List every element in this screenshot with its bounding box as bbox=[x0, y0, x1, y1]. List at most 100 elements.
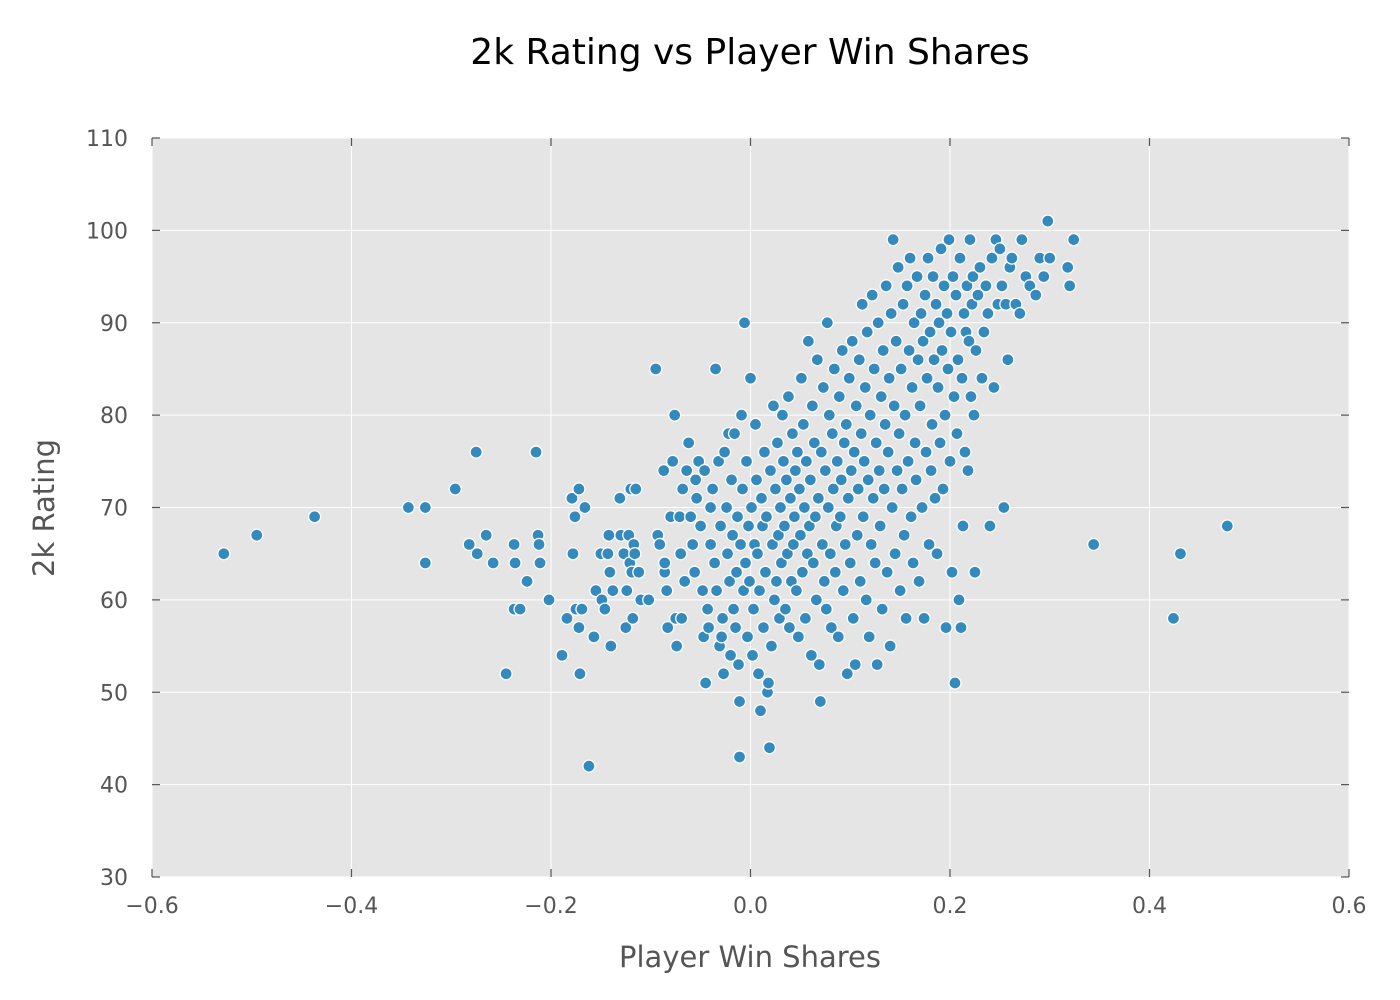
scatter-point bbox=[689, 566, 701, 578]
scatter-point bbox=[783, 622, 795, 634]
scatter-point bbox=[842, 492, 854, 504]
scatter-point bbox=[826, 428, 838, 440]
y-tick-label: 80 bbox=[100, 404, 128, 429]
scatter-point bbox=[514, 603, 526, 615]
scatter-point bbox=[722, 548, 734, 560]
scatter-point bbox=[718, 668, 730, 680]
scatter-point bbox=[817, 381, 829, 393]
scatter-point bbox=[901, 280, 913, 292]
scatter-point bbox=[621, 585, 633, 597]
scatter-point bbox=[745, 502, 757, 514]
scatter-point bbox=[824, 548, 836, 560]
scatter-point bbox=[752, 668, 764, 680]
scatter-point bbox=[881, 566, 893, 578]
scatter-point bbox=[734, 695, 746, 707]
scatter-point bbox=[883, 372, 895, 384]
scatter-point bbox=[687, 538, 699, 550]
scatter-point bbox=[902, 455, 914, 467]
scatter-point bbox=[878, 483, 890, 495]
scatter-point bbox=[965, 391, 977, 403]
scatter-point bbox=[471, 548, 483, 560]
scatter-point bbox=[251, 529, 263, 541]
scatter-point bbox=[938, 280, 950, 292]
scatter-point bbox=[579, 502, 591, 514]
scatter-point bbox=[998, 502, 1010, 514]
scatter-point bbox=[721, 502, 733, 514]
scatter-point bbox=[768, 594, 780, 606]
scatter-point bbox=[661, 585, 673, 597]
scatter-point bbox=[633, 566, 645, 578]
scatter-point bbox=[751, 548, 763, 560]
scatter-point bbox=[218, 548, 230, 560]
scatter-point bbox=[602, 548, 614, 560]
scatter-point bbox=[959, 446, 971, 458]
y-axis-label: 2k Rating bbox=[27, 439, 61, 577]
scatter-point bbox=[903, 344, 915, 356]
scatter-point bbox=[919, 289, 931, 301]
scatter-point bbox=[957, 520, 969, 532]
scatter-point bbox=[870, 437, 882, 449]
scatter-point bbox=[716, 631, 728, 643]
scatter-point bbox=[705, 502, 717, 514]
scatter-point bbox=[914, 400, 926, 412]
scatter-point bbox=[916, 502, 928, 514]
scatter-point bbox=[799, 612, 811, 624]
scatter-point bbox=[732, 511, 744, 523]
scatter-point bbox=[449, 483, 461, 495]
scatter-point bbox=[910, 474, 922, 486]
scatter-point bbox=[630, 483, 642, 495]
y-tick-label: 70 bbox=[100, 497, 128, 522]
scatter-point bbox=[852, 483, 864, 495]
scatter-point bbox=[763, 742, 775, 754]
scatter-point bbox=[419, 557, 431, 569]
scatter-point bbox=[709, 557, 721, 569]
scatter-point bbox=[818, 575, 830, 587]
scatter-point bbox=[614, 492, 626, 504]
scatter-point bbox=[573, 483, 585, 495]
scatter-point bbox=[934, 437, 946, 449]
scatter-point bbox=[776, 409, 788, 421]
scatter-point bbox=[847, 612, 859, 624]
scatter-point bbox=[836, 344, 848, 356]
scatter-point bbox=[809, 511, 821, 523]
scatter-point bbox=[1088, 538, 1100, 550]
scatter-point bbox=[868, 363, 880, 375]
scatter-point bbox=[962, 465, 974, 477]
scatter-point bbox=[859, 381, 871, 393]
scatter-point bbox=[703, 622, 715, 634]
scatter-point bbox=[872, 317, 884, 329]
scatter-point bbox=[796, 566, 808, 578]
scatter-point bbox=[956, 372, 968, 384]
scatter-point bbox=[798, 502, 810, 514]
scatter-point bbox=[955, 622, 967, 634]
scatter-point bbox=[869, 557, 881, 569]
scatter-point bbox=[860, 594, 872, 606]
scatter-point bbox=[911, 271, 923, 283]
scatter-point bbox=[681, 465, 693, 477]
x-tick-label: 0.6 bbox=[1332, 894, 1367, 919]
scatter-point bbox=[711, 585, 723, 597]
scatter-point bbox=[946, 566, 958, 578]
scatter-point bbox=[893, 428, 905, 440]
scatter-point bbox=[833, 391, 845, 403]
scatter-point bbox=[765, 640, 777, 652]
scatter-point bbox=[823, 409, 835, 421]
scatter-point bbox=[697, 585, 709, 597]
x-tick-label: 0.0 bbox=[733, 894, 768, 919]
scatter-point bbox=[583, 760, 595, 772]
scatter-point bbox=[886, 502, 898, 514]
scatter-point bbox=[891, 465, 903, 477]
scatter-point bbox=[729, 428, 741, 440]
scatter-point bbox=[402, 502, 414, 514]
scatter-point bbox=[915, 308, 927, 320]
y-tick-label: 100 bbox=[86, 219, 128, 244]
scatter-point bbox=[896, 483, 908, 495]
scatter-point bbox=[885, 308, 897, 320]
scatter-point bbox=[969, 566, 981, 578]
scatter-point bbox=[754, 705, 766, 717]
scatter-point bbox=[940, 622, 952, 634]
scatter-point bbox=[844, 557, 856, 569]
scatter-point bbox=[658, 465, 670, 477]
scatter-point bbox=[899, 409, 911, 421]
